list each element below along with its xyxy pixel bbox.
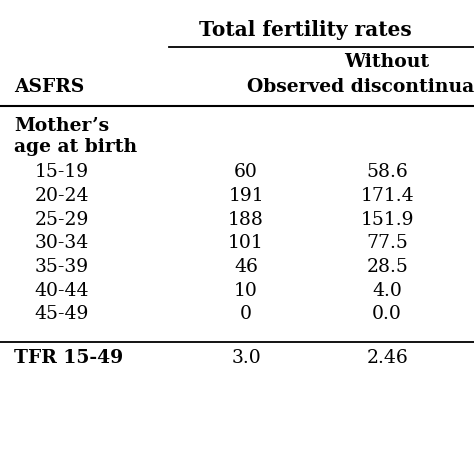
Text: 77.5: 77.5 [366, 234, 408, 252]
Text: 60: 60 [234, 164, 258, 182]
Text: 0.0: 0.0 [372, 305, 402, 323]
Text: 3.0: 3.0 [231, 348, 261, 366]
Text: 101: 101 [228, 234, 264, 252]
Text: 188: 188 [228, 211, 264, 229]
Text: TFR 15-49: TFR 15-49 [14, 348, 123, 366]
Text: 30-34: 30-34 [35, 234, 89, 252]
Text: 25-29: 25-29 [35, 211, 89, 229]
Text: 191: 191 [228, 187, 264, 205]
Text: 4.0: 4.0 [372, 282, 402, 300]
Text: Mother’s: Mother’s [14, 117, 109, 135]
Text: Observed discontinuations: Observed discontinuations [247, 78, 474, 96]
Text: 45-49: 45-49 [35, 305, 89, 323]
Text: 20-24: 20-24 [35, 187, 89, 205]
Text: 40-44: 40-44 [35, 282, 89, 300]
Text: 0: 0 [240, 305, 252, 323]
Text: Without: Without [345, 53, 430, 71]
Text: 46: 46 [234, 258, 258, 276]
Text: 28.5: 28.5 [366, 258, 408, 276]
Text: 151.9: 151.9 [360, 211, 414, 229]
Text: 35-39: 35-39 [35, 258, 89, 276]
Text: Total fertility rates: Total fertility rates [199, 20, 411, 40]
Text: age at birth: age at birth [14, 138, 137, 156]
Text: 2.46: 2.46 [366, 348, 408, 366]
Text: 171.4: 171.4 [360, 187, 414, 205]
Text: ASFRS: ASFRS [14, 78, 84, 96]
Text: 10: 10 [234, 282, 258, 300]
Text: 15-19: 15-19 [35, 164, 89, 182]
Text: 58.6: 58.6 [366, 164, 408, 182]
